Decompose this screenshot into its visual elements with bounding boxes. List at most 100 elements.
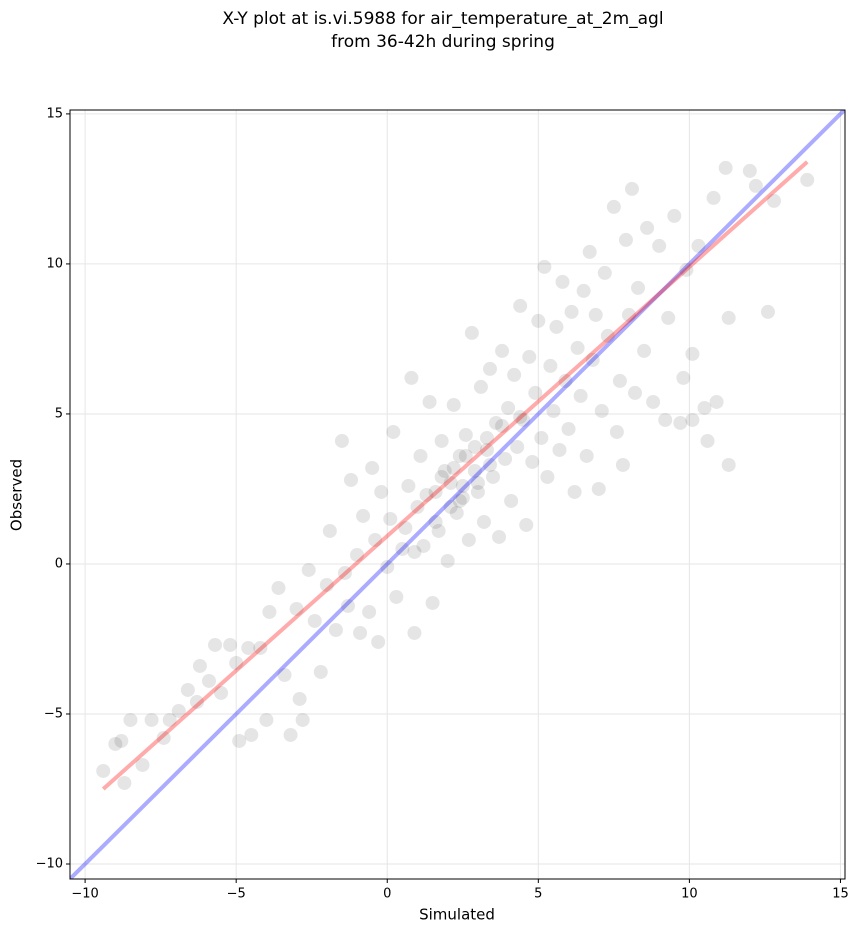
point bbox=[585, 352, 600, 367]
point bbox=[292, 691, 307, 706]
point bbox=[123, 712, 138, 727]
y-tick-label: 15 bbox=[46, 106, 63, 121]
point bbox=[108, 736, 123, 751]
point bbox=[519, 517, 534, 532]
y-tick-label: −5 bbox=[44, 706, 63, 721]
point bbox=[368, 532, 383, 547]
point bbox=[395, 541, 410, 556]
point bbox=[501, 400, 516, 415]
point bbox=[389, 589, 404, 604]
point bbox=[631, 280, 646, 295]
point bbox=[709, 394, 724, 409]
reference-line bbox=[70, 110, 845, 879]
point bbox=[615, 457, 630, 472]
chart-subtitle: from 36-42h during spring bbox=[331, 32, 555, 52]
point bbox=[431, 523, 446, 538]
x-tick-label: 5 bbox=[534, 887, 542, 902]
point bbox=[618, 232, 633, 247]
point bbox=[558, 373, 573, 388]
point bbox=[646, 394, 661, 409]
point bbox=[522, 349, 537, 364]
point bbox=[640, 220, 655, 235]
point bbox=[337, 565, 352, 580]
point bbox=[334, 433, 349, 448]
point bbox=[706, 190, 721, 205]
point bbox=[685, 346, 700, 361]
point bbox=[259, 712, 274, 727]
point bbox=[356, 508, 371, 523]
point bbox=[685, 412, 700, 427]
point bbox=[637, 343, 652, 358]
point bbox=[443, 499, 458, 514]
point bbox=[449, 505, 464, 520]
y-tick-label: 0 bbox=[55, 556, 63, 571]
point bbox=[721, 310, 736, 325]
point bbox=[180, 682, 195, 697]
point bbox=[570, 340, 585, 355]
x-tick-label: −10 bbox=[71, 887, 98, 902]
point bbox=[473, 379, 488, 394]
point bbox=[135, 757, 150, 772]
point bbox=[371, 634, 386, 649]
point bbox=[606, 199, 621, 214]
point bbox=[594, 403, 609, 418]
point bbox=[661, 310, 676, 325]
reference-line bbox=[101, 160, 809, 791]
point bbox=[531, 313, 546, 328]
point bbox=[446, 460, 461, 475]
y-tick-label: 5 bbox=[55, 406, 63, 421]
point bbox=[398, 520, 413, 535]
point bbox=[621, 307, 636, 322]
point bbox=[232, 733, 247, 748]
point bbox=[540, 469, 555, 484]
point bbox=[676, 370, 691, 385]
plot-frame bbox=[69, 109, 846, 880]
x-axis-label: Simulated bbox=[419, 906, 495, 924]
point bbox=[470, 484, 485, 499]
point bbox=[464, 325, 479, 340]
point bbox=[434, 433, 449, 448]
x-tick-label: −5 bbox=[227, 887, 246, 902]
y-tick-label: 10 bbox=[46, 256, 63, 271]
point bbox=[467, 439, 482, 454]
point bbox=[673, 415, 688, 430]
point bbox=[452, 493, 467, 508]
point bbox=[455, 490, 470, 505]
point bbox=[552, 442, 567, 457]
point bbox=[271, 580, 286, 595]
point bbox=[401, 478, 416, 493]
point bbox=[443, 475, 458, 490]
point bbox=[340, 598, 355, 613]
point bbox=[328, 622, 343, 637]
point bbox=[350, 547, 365, 562]
point bbox=[214, 685, 229, 700]
point bbox=[721, 457, 736, 472]
point bbox=[576, 283, 591, 298]
point bbox=[549, 319, 564, 334]
point bbox=[561, 421, 576, 436]
point bbox=[600, 328, 615, 343]
point bbox=[498, 451, 513, 466]
point bbox=[413, 448, 428, 463]
point bbox=[458, 448, 473, 463]
x-tick-label: 10 bbox=[681, 887, 698, 902]
point bbox=[353, 625, 368, 640]
point bbox=[241, 640, 256, 655]
point bbox=[440, 553, 455, 568]
point bbox=[495, 343, 510, 358]
point bbox=[383, 511, 398, 526]
point bbox=[171, 703, 186, 718]
point bbox=[564, 304, 579, 319]
point bbox=[114, 733, 129, 748]
point bbox=[428, 514, 443, 529]
point bbox=[546, 403, 561, 418]
point bbox=[534, 430, 549, 445]
point bbox=[760, 304, 775, 319]
point bbox=[425, 595, 440, 610]
point bbox=[489, 415, 504, 430]
point bbox=[452, 448, 467, 463]
point bbox=[543, 358, 558, 373]
y-axis-label: Observed bbox=[8, 459, 26, 531]
point bbox=[609, 424, 624, 439]
point bbox=[516, 412, 531, 427]
